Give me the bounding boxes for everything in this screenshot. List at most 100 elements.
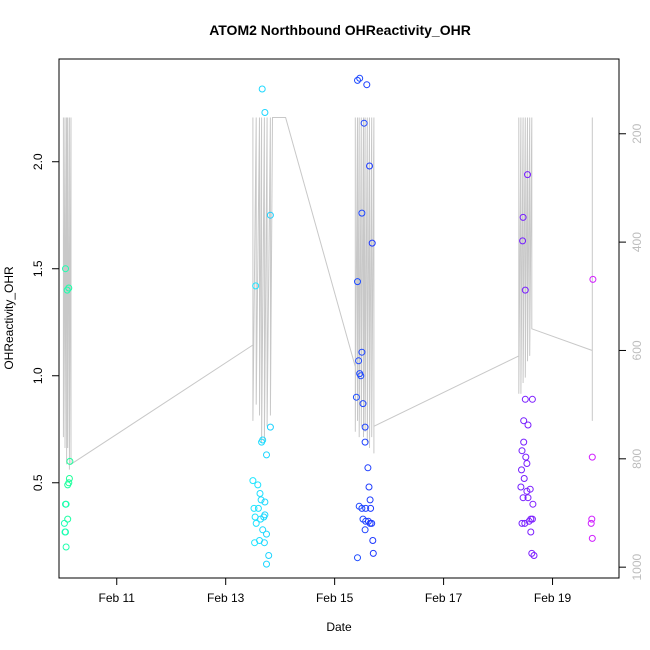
y2-tick-label-3: 800 bbox=[630, 448, 644, 468]
chart-title: ATOM2 Northbound OHReactivity_OHR bbox=[209, 22, 471, 38]
data-point-89 bbox=[526, 485, 534, 493]
data-point-41 bbox=[354, 76, 361, 84]
data-point-52 bbox=[357, 372, 365, 380]
secondary-series-line bbox=[62, 117, 593, 470]
data-point-28 bbox=[254, 504, 262, 512]
data-point-17 bbox=[266, 211, 274, 219]
data-point-81 bbox=[520, 438, 528, 446]
y-tick-label-3: 2.0 bbox=[31, 153, 45, 170]
data-point-39 bbox=[265, 552, 273, 559]
data-point-40 bbox=[263, 560, 270, 568]
data-point-58 bbox=[365, 483, 373, 491]
x-tick-label-4: Feb 19 bbox=[534, 591, 572, 605]
data-point-32 bbox=[261, 511, 269, 519]
data-point-34 bbox=[259, 526, 267, 534]
data-point-63 bbox=[367, 504, 375, 512]
data-point-103 bbox=[588, 515, 596, 523]
data-point-55 bbox=[361, 423, 369, 431]
data-point-4 bbox=[65, 475, 73, 482]
y-tick-label-2: 1.5 bbox=[31, 260, 45, 277]
data-point-27 bbox=[250, 504, 258, 512]
x-axis: Feb 11 Feb 13 Feb 15 Feb 17 Feb 19 bbox=[99, 577, 572, 605]
y2-tick-label-1: 400 bbox=[630, 232, 644, 252]
data-point-57 bbox=[364, 464, 372, 472]
data-point-68 bbox=[368, 519, 376, 527]
data-point-43 bbox=[363, 81, 371, 89]
data-point-83 bbox=[522, 453, 530, 461]
data-point-16 bbox=[261, 109, 269, 116]
x-axis-label: Date bbox=[326, 620, 352, 634]
data-point-10 bbox=[64, 515, 72, 523]
x-tick-label-0: Feb 11 bbox=[99, 591, 136, 605]
data-point-79 bbox=[520, 417, 528, 425]
data-point-3 bbox=[66, 457, 74, 465]
data-point-105 bbox=[588, 534, 596, 542]
y-tick-label-0: 0.5 bbox=[31, 474, 45, 491]
data-point-14 bbox=[252, 282, 260, 290]
data-point-54 bbox=[359, 400, 367, 408]
data-point-97 bbox=[528, 515, 536, 523]
data-point-9 bbox=[60, 519, 68, 527]
y2-tick-label-2: 600 bbox=[630, 340, 644, 360]
data-point-13 bbox=[62, 543, 70, 551]
data-point-46 bbox=[358, 209, 366, 217]
data-point-92 bbox=[529, 500, 537, 508]
data-point-82 bbox=[518, 447, 526, 455]
data-point-26 bbox=[261, 498, 269, 506]
data-point-65 bbox=[362, 517, 370, 525]
data-point-76 bbox=[521, 286, 529, 294]
data-point-69 bbox=[361, 526, 369, 534]
x-tick-label-1: Feb 13 bbox=[207, 591, 245, 605]
data-point-90 bbox=[519, 494, 527, 502]
data-point-59 bbox=[366, 496, 374, 504]
data-point-72 bbox=[369, 549, 377, 557]
data-point-101 bbox=[589, 275, 597, 283]
data-point-102 bbox=[588, 453, 596, 461]
y-axis: 0.5 1.0 1.5 2.0 bbox=[31, 153, 60, 491]
data-point-61 bbox=[358, 504, 366, 512]
data-point-94 bbox=[521, 519, 529, 527]
data-point-70 bbox=[369, 537, 377, 544]
data-point-99 bbox=[528, 549, 536, 557]
data-point-22 bbox=[249, 477, 257, 485]
data-point-80 bbox=[524, 421, 532, 429]
data-point-23 bbox=[254, 481, 262, 489]
data-point-93 bbox=[518, 519, 526, 527]
data-point-18 bbox=[266, 423, 274, 431]
data-point-48 bbox=[354, 278, 361, 286]
data-point-104 bbox=[587, 519, 595, 527]
data-point-25 bbox=[257, 496, 265, 504]
data-point-73 bbox=[524, 171, 531, 179]
data-point-71 bbox=[354, 554, 361, 562]
data-point-49 bbox=[358, 348, 366, 356]
data-point-1 bbox=[63, 286, 71, 294]
data-point-77 bbox=[521, 395, 529, 403]
data-point-35 bbox=[263, 530, 270, 538]
data-point-100 bbox=[530, 552, 538, 559]
data-point-42 bbox=[356, 74, 364, 82]
data-point-6 bbox=[65, 479, 73, 487]
data-point-2 bbox=[65, 284, 73, 292]
y2-tick-label-4: 1000 bbox=[630, 553, 644, 580]
secondary-series-layer bbox=[62, 117, 593, 470]
data-point-20 bbox=[259, 436, 267, 444]
data-point-86 bbox=[520, 475, 528, 482]
y2-axis: 200 400 600 800 1000 bbox=[618, 123, 644, 581]
data-point-45 bbox=[366, 162, 373, 170]
data-point-0 bbox=[62, 265, 69, 273]
data-point-50 bbox=[355, 357, 363, 365]
data-point-91 bbox=[524, 494, 532, 502]
data-point-78 bbox=[528, 395, 536, 403]
data-point-47 bbox=[368, 239, 376, 247]
data-point-21 bbox=[263, 451, 270, 459]
data-point-84 bbox=[523, 460, 531, 467]
data-point-33 bbox=[252, 519, 260, 527]
data-point-62 bbox=[362, 504, 370, 512]
data-point-44 bbox=[360, 119, 368, 127]
data-point-53 bbox=[352, 393, 360, 401]
y-axis-label: OHReactivity_OHR bbox=[2, 266, 16, 370]
data-point-12 bbox=[62, 528, 69, 536]
points-layer bbox=[60, 74, 597, 568]
